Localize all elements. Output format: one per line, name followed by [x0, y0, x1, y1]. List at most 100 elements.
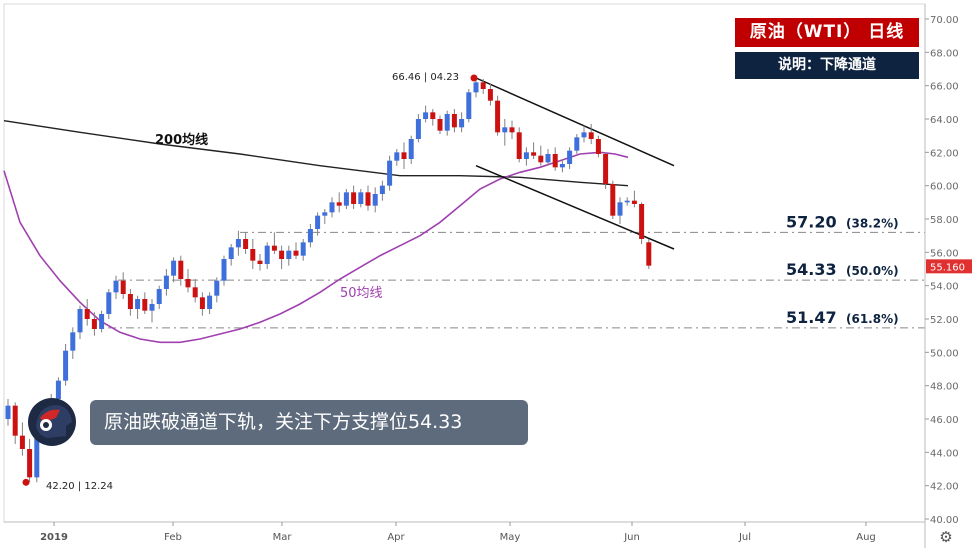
candle-body	[99, 314, 105, 329]
candle-body	[235, 239, 241, 248]
candle-body	[91, 319, 97, 329]
high-label: 66.46 | 04.23	[392, 72, 459, 83]
candle-body	[473, 82, 479, 93]
candle-body	[552, 154, 558, 168]
candle-body	[451, 114, 457, 128]
candle-body	[351, 192, 357, 204]
candle-body	[343, 192, 349, 206]
y-tick-label: 70.00	[930, 15, 959, 26]
low-label: 42.20 | 12.24	[46, 481, 113, 492]
y-tick-label: 50.00	[930, 348, 959, 359]
candle-body	[156, 289, 162, 304]
candle-body	[430, 112, 436, 119]
candle-body	[459, 119, 465, 128]
channel-upper-line	[475, 77, 675, 167]
fib-label: 57.20	[786, 212, 837, 231]
candle-body	[480, 82, 486, 89]
high-marker	[470, 74, 478, 82]
candle-body	[603, 154, 609, 184]
candle-body	[365, 192, 371, 206]
chart-title: 原油（WTI） 日线	[735, 18, 919, 47]
candle-body	[639, 204, 645, 239]
candle-body	[631, 200, 637, 204]
candle-body	[329, 202, 335, 213]
x-tick-label: 2019	[40, 532, 68, 543]
ma50-label: 50均线	[340, 286, 383, 301]
candle-body	[574, 137, 580, 151]
candle-body	[437, 119, 443, 131]
chart-subtitle: 说明：下降通道	[735, 52, 919, 79]
candle-body	[394, 152, 400, 161]
fib-pct: (61.8%)	[846, 312, 899, 326]
candle-body	[171, 260, 177, 276]
candle-body	[502, 127, 508, 133]
x-tick-label: Feb	[164, 532, 182, 543]
candle-body	[279, 250, 285, 259]
candle-body	[250, 249, 256, 261]
x-tick-label: Jul	[738, 532, 751, 543]
y-tick-label: 52.00	[930, 315, 959, 326]
candle-body	[523, 152, 529, 159]
candle-body	[495, 100, 501, 133]
candle-body	[610, 184, 616, 216]
candle-body	[149, 304, 155, 311]
candle-body	[127, 294, 133, 309]
candle-body	[358, 192, 364, 204]
y-tick-label: 66.00	[930, 82, 959, 93]
y-tick-label: 58.00	[930, 215, 959, 226]
candle-body	[271, 245, 277, 251]
candle-body	[257, 260, 263, 264]
candle-body	[545, 154, 551, 163]
candle-body	[567, 150, 573, 164]
candle-body	[120, 280, 126, 294]
candle-body	[264, 245, 270, 264]
y-tick-label: 42.00	[930, 482, 959, 493]
candle-body	[199, 297, 205, 309]
candle-body	[387, 160, 393, 186]
axes: 40.00 42.00 44.00 46.00 48.00 50.00 52.00 54.00…	[4, 4, 959, 548]
y-tick-label: 46.00	[930, 415, 959, 426]
ma200-label: 200均线	[155, 132, 208, 148]
fib-label: 54.33	[786, 260, 837, 279]
channel-lower-line	[475, 164, 675, 250]
annotations: 66.46 | 04.23 42.20 | 12.24 55.160	[22, 72, 972, 492]
fib-levels: 57.20 (38.2%) 54.33 (50.0%) 51.47 (61.8%)	[108, 212, 925, 329]
ma50-layer: 50均线	[3, 151, 629, 344]
candle-body	[466, 92, 472, 119]
fib-label: 51.47	[786, 308, 837, 327]
candle-body	[27, 449, 33, 478]
x-tick-label: Apr	[387, 532, 405, 543]
y-tick-label: 64.00	[930, 115, 959, 126]
current-price-label: 55.160	[930, 262, 965, 273]
ma50-line	[3, 151, 629, 344]
y-tick-label: 68.00	[930, 48, 959, 59]
gear-icon[interactable]: ⚙	[939, 528, 953, 546]
candle-body	[516, 132, 522, 159]
helmet-logo-icon	[26, 396, 78, 448]
candle-body	[142, 299, 148, 311]
ma200-layer: 200均线	[3, 120, 629, 187]
fib-pct: (50.0%)	[846, 264, 899, 278]
y-tick-label: 60.00	[930, 182, 959, 193]
candle-body	[106, 292, 112, 314]
candle-body	[55, 380, 61, 399]
candle-body	[307, 229, 313, 243]
candle-body	[12, 405, 18, 436]
x-tick-label: Aug	[856, 532, 876, 543]
y-tick-label: 40.00	[930, 515, 959, 526]
candle-body	[509, 127, 515, 133]
candle-body	[617, 202, 623, 216]
candle-body	[372, 194, 378, 206]
candle-body	[559, 164, 565, 168]
callout-banner: 原油跌破通道下轨，关注下方支撑位54.33	[90, 400, 528, 445]
candle-body	[178, 260, 184, 279]
candle-body	[214, 280, 220, 296]
x-tick-label: Mar	[273, 532, 293, 543]
candle-body	[243, 239, 249, 249]
y-tick-label: 56.00	[930, 248, 959, 259]
candle-body	[423, 112, 429, 119]
y-tick-label: 44.00	[930, 448, 959, 459]
candle-body	[207, 295, 213, 309]
candle-body	[415, 119, 421, 139]
candle-body	[379, 185, 385, 194]
